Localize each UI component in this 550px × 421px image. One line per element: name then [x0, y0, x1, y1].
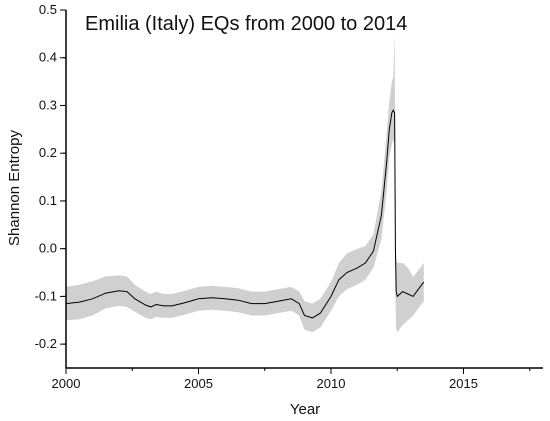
y-tick-label: 0.0	[39, 241, 57, 256]
x-ticks: 2000 2005 2010 2015	[52, 368, 531, 391]
x-tick-label: 2010	[317, 376, 346, 391]
x-axis-label: Year	[290, 401, 320, 418]
x-tick-label: 2015	[449, 376, 478, 391]
y-ticks: -0.2 -0.1 0.0 0.1 0.2 0.3 0.4 0.5	[35, 2, 66, 351]
x-tick-label: 2000	[52, 376, 81, 391]
y-tick-label: 0.5	[39, 2, 57, 17]
y-axis-label: Shannon Entropy	[6, 130, 23, 246]
entropy-line	[65, 109, 425, 319]
y-tick-label: -0.1	[35, 288, 57, 303]
x-tick-label: 2005	[184, 376, 213, 391]
y-tick-label: 0.1	[39, 193, 57, 208]
y-tick-label: -0.2	[35, 336, 57, 351]
chart-title: Emilia (Italy) EQs from 2000 to 2014	[85, 13, 407, 35]
y-tick-label: 0.2	[39, 145, 57, 160]
confidence-band	[66, 33, 424, 333]
y-tick-label: 0.4	[39, 50, 57, 65]
y-tick-label: 0.3	[39, 97, 57, 112]
